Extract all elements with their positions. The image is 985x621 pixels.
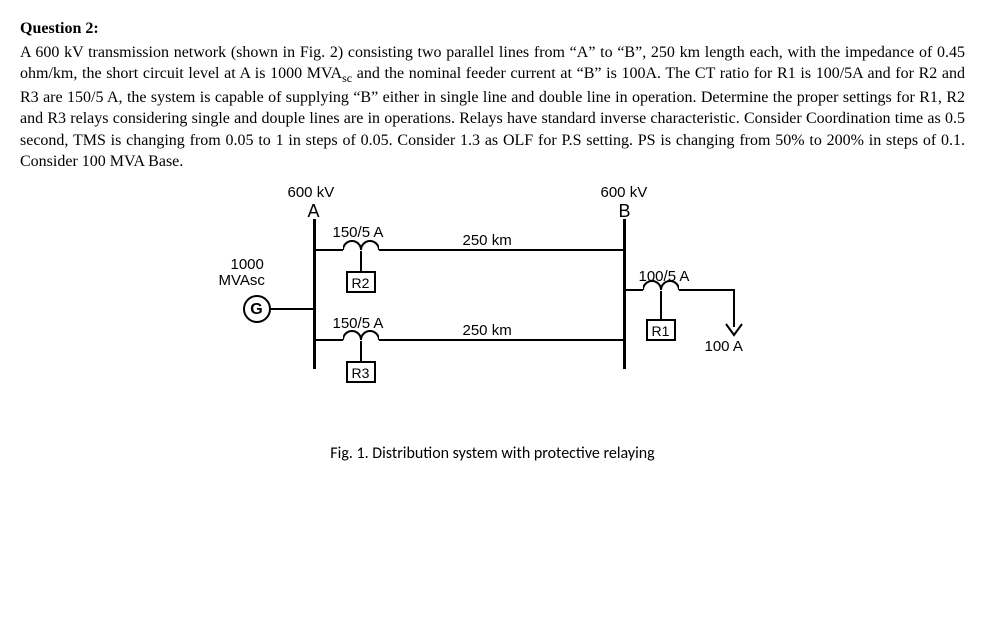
label-ct-r1: 100/5 A: [639, 267, 690, 287]
ct-r3-drop: [360, 341, 362, 361]
ct-r1-drop: [660, 291, 662, 319]
body-sub: sc: [342, 71, 352, 85]
figure-container: G R2 R3 R1 600 kV A 600 kV B 150/5 A 150…: [20, 189, 965, 465]
figure-caption: Fig. 1. Distribution system with protect…: [330, 443, 654, 465]
line-bot-left: [314, 339, 343, 341]
gen-stub-line: [269, 308, 313, 310]
question-body: A 600 kV transmission network (shown in …: [20, 42, 965, 173]
label-len-bot: 250 km: [463, 321, 512, 341]
label-mvasc-2: MVAsc: [219, 271, 265, 291]
generator-symbol: G: [243, 295, 271, 323]
load-arrow-icon: [725, 323, 743, 337]
ct-r2-drop: [360, 251, 362, 271]
label-bus-a: A: [308, 199, 320, 223]
bus-b-bar: [623, 219, 626, 369]
label-load-current: 100 A: [705, 337, 743, 357]
bus-a-bar: [313, 219, 316, 369]
feeder-drop: [733, 289, 735, 327]
feeder-left: [624, 289, 643, 291]
line-top-left: [314, 249, 343, 251]
label-ct-r3: 150/5 A: [333, 314, 384, 334]
relay-r3-box: R3: [346, 361, 376, 383]
label-bus-b: B: [619, 199, 631, 223]
relay-r2-box: R2: [346, 271, 376, 293]
feeder-right: [679, 289, 735, 291]
question-title: Question 2:: [20, 18, 965, 40]
label-ct-r2: 150/5 A: [333, 223, 384, 243]
relay-r1-box: R1: [646, 319, 676, 341]
label-len-top: 250 km: [463, 231, 512, 251]
figure-diagram: G R2 R3 R1 600 kV A 600 kV B 150/5 A 150…: [213, 189, 773, 419]
